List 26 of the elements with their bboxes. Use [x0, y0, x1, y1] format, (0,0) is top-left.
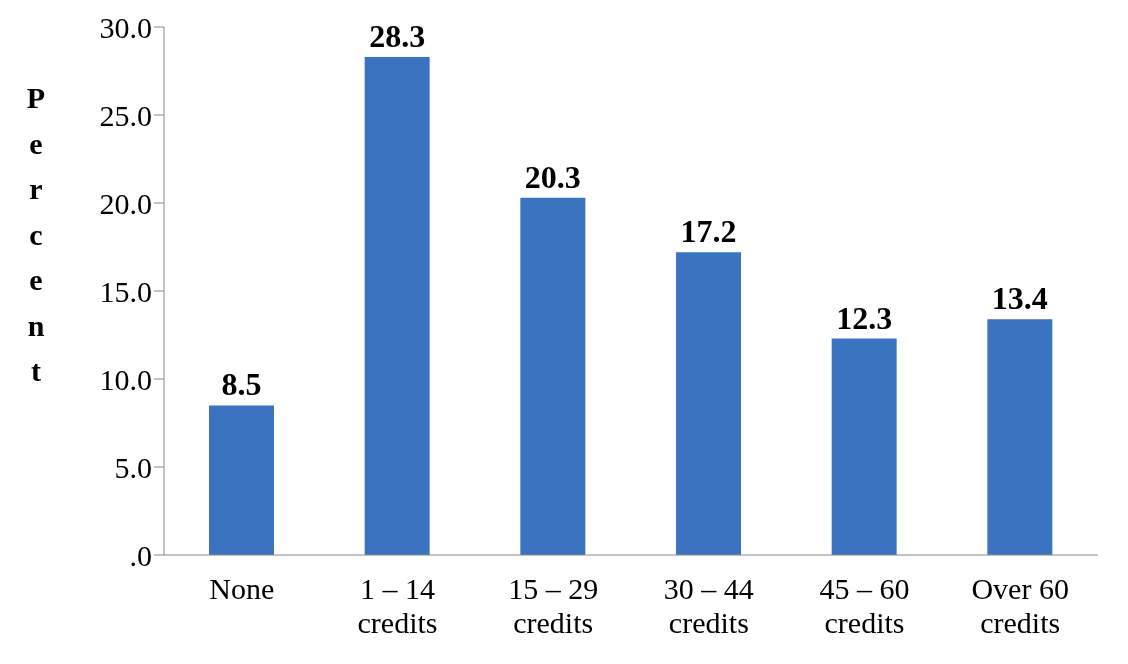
- data-label: 13.4: [991, 280, 1048, 317]
- y-tick-label: 10.0: [99, 362, 152, 396]
- x-tick-label: 45 – 60 credits: [819, 572, 910, 639]
- data-label: 17.2: [680, 213, 737, 250]
- bar: [831, 338, 897, 555]
- x-tick-label: Over 60 credits: [971, 572, 1069, 639]
- x-tick-label: 1 – 14 credits: [357, 572, 438, 639]
- y-tick-label: 15.0: [99, 274, 152, 308]
- bar: [676, 252, 741, 555]
- x-tick-label: 15 – 29 credits: [508, 572, 599, 639]
- x-tick-label: 30 – 44 credits: [663, 572, 754, 639]
- bar: [364, 56, 430, 555]
- y-tick-label: .0: [129, 538, 152, 572]
- y-axis-title: Percent: [26, 81, 46, 387]
- y-tick-label: 20.0: [99, 186, 152, 220]
- bar: [520, 197, 586, 555]
- y-tick-label: 30.0: [99, 10, 152, 44]
- data-label: 28.3: [369, 17, 426, 54]
- x-tick-label: None: [209, 572, 275, 605]
- bar: [209, 405, 274, 555]
- data-label: 12.3: [836, 299, 893, 336]
- y-tick-label: 5.0: [114, 450, 152, 484]
- data-label: 8.5: [221, 366, 262, 403]
- y-tick-label: 25.0: [99, 98, 152, 132]
- bar: [987, 319, 1053, 555]
- data-label: 20.3: [524, 158, 581, 195]
